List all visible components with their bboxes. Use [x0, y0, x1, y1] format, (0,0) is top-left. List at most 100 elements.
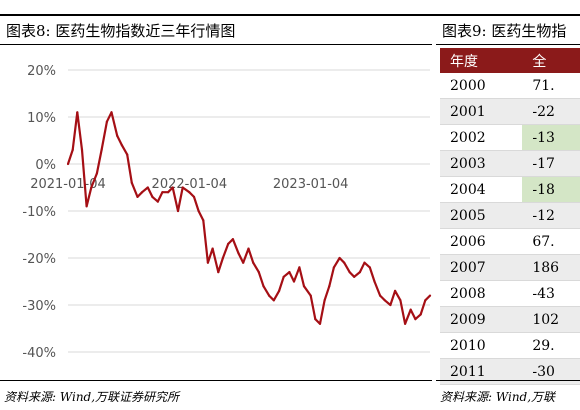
data-point	[206, 261, 209, 264]
return-cell: 29.	[522, 332, 580, 359]
data-point	[100, 148, 103, 151]
return-cell: -13	[522, 124, 580, 151]
data-point	[288, 271, 291, 274]
data-point	[318, 322, 322, 325]
table-title: 图表9: 医药生物指	[442, 22, 567, 40]
table-source: 资料来源: Wind,万联	[440, 390, 556, 404]
chart-source: 资料来源: Wind,万联证券研究所	[4, 390, 180, 404]
data-point	[257, 271, 260, 274]
return-cell: -17	[522, 150, 580, 177]
data-point	[192, 195, 196, 198]
year-cell: 2000	[440, 73, 523, 99]
return-cell: -18	[522, 176, 580, 203]
data-point	[126, 153, 129, 156]
year-cell: 2010	[440, 332, 523, 359]
data-point	[151, 195, 154, 198]
source-rule	[0, 380, 432, 381]
table-row: 2002 -13	[440, 124, 580, 151]
y-axis-labels: 20% 10% 0% -10% -20% -30% -40%	[22, 64, 56, 361]
data-point	[332, 266, 335, 269]
year-cell: 2005	[440, 202, 523, 229]
data-point	[394, 289, 397, 292]
table-row: 2000 71.	[440, 73, 580, 99]
year-cell: 2007	[440, 254, 523, 281]
data-point	[389, 303, 392, 307]
data-point	[80, 148, 84, 151]
data-point	[231, 238, 234, 241]
year-cell: 2006	[440, 228, 523, 255]
table-source-rule	[436, 380, 580, 381]
return-cell: -12	[522, 202, 580, 229]
data-point	[292, 280, 296, 283]
data-point	[202, 219, 205, 222]
data-point	[278, 289, 281, 292]
data-point	[309, 294, 312, 297]
x-tick-label: 2022-01-04	[152, 177, 228, 192]
data-point	[110, 111, 113, 114]
data-point	[419, 313, 422, 316]
table-row: 2006 67.	[440, 228, 580, 255]
table-row: 2004 -18	[440, 176, 580, 203]
year-cell: 2003	[440, 150, 523, 177]
y-tick-label: -20%	[22, 252, 56, 267]
data-point	[181, 186, 184, 189]
return-cell: -43	[522, 280, 580, 307]
data-point	[95, 172, 98, 175]
data-point	[85, 205, 88, 208]
data-point	[105, 120, 108, 123]
return-cell: 67.	[522, 228, 580, 255]
data-point	[323, 299, 326, 302]
table-header-row: 年度 全	[440, 48, 580, 73]
year-cell: 2001	[440, 98, 523, 125]
return-cell: -22	[522, 98, 580, 125]
y-tick-label: 20%	[27, 64, 56, 79]
header-return: 全	[522, 48, 580, 73]
data-point	[298, 266, 301, 269]
year-cell: 2009	[440, 306, 523, 333]
data-point	[252, 261, 255, 264]
data-point	[268, 294, 271, 297]
data-point	[247, 247, 250, 250]
y-tick-label: -40%	[22, 346, 56, 361]
return-cell: 186	[522, 254, 580, 281]
data-point	[146, 186, 149, 189]
data-point	[141, 191, 144, 194]
data-point	[282, 275, 285, 278]
data-point	[161, 191, 164, 194]
year-cell: 2002	[440, 124, 523, 151]
data-point	[428, 294, 432, 297]
top-rule	[0, 14, 580, 16]
yearly-return-table: 年度 全 2000 71. 2001 -22 2002 -13 2003 -17 2004 -18…	[440, 48, 580, 385]
data-point	[217, 271, 220, 274]
table-row: 2001 -22	[440, 98, 580, 125]
data-point	[328, 285, 331, 288]
table-row: 2003 -17	[440, 150, 580, 177]
data-point	[314, 318, 317, 321]
data-point	[272, 299, 275, 302]
table-row: 2010 29.	[440, 332, 580, 359]
data-point	[343, 261, 346, 264]
series-points	[66, 111, 432, 325]
data-point	[227, 242, 230, 245]
data-point	[176, 209, 180, 213]
data-point	[368, 266, 371, 269]
table-row: 2007 186	[440, 254, 580, 281]
year-cell: 2008	[440, 280, 523, 307]
y-tick-label: -10%	[22, 205, 56, 220]
data-point	[379, 294, 382, 297]
data-point	[363, 261, 366, 264]
data-point	[221, 256, 224, 260]
data-point	[211, 247, 214, 250]
data-point	[302, 285, 306, 288]
x-tick-label: 2023-01-04	[273, 177, 349, 192]
x-tick-label: 2021-01-04	[30, 177, 106, 192]
y-tick-label: -30%	[22, 299, 56, 314]
table-title-rule	[436, 44, 580, 45]
data-point	[424, 299, 427, 302]
table-row: 2008 -43	[440, 280, 580, 307]
data-point	[156, 200, 159, 203]
header-year: 年度	[440, 48, 523, 73]
data-point	[404, 322, 407, 325]
data-point	[338, 256, 341, 260]
y-tick-label: 10%	[27, 111, 56, 126]
